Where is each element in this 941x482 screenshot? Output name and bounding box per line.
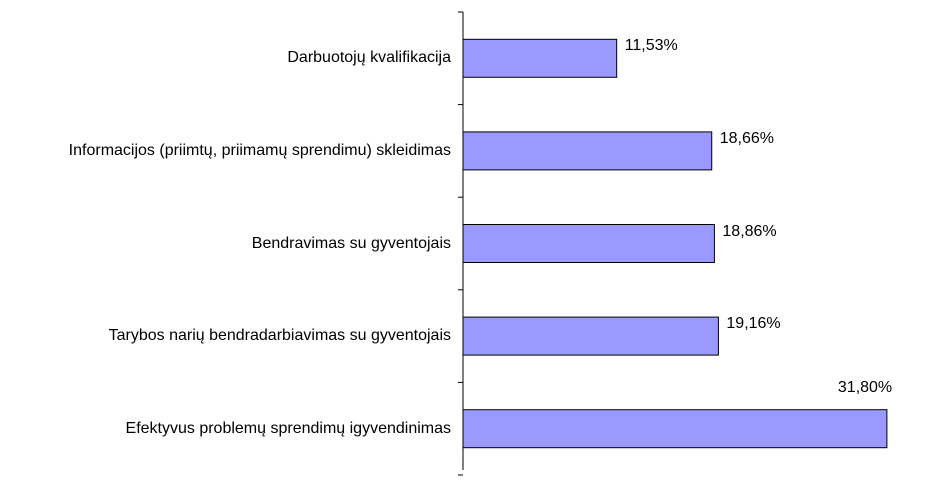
value-label-text: 18,86%	[722, 222, 777, 240]
value-label-text: 11,53%	[624, 37, 678, 55]
bar	[462, 224, 715, 263]
value-label: 18,66%	[720, 129, 774, 149]
value-label-text: 31,80%	[837, 378, 893, 396]
value-label-text: 19,16%	[726, 315, 781, 333]
bar	[462, 316, 719, 356]
value-label-text: 18,66%	[719, 129, 774, 147]
category-label-text: Bendravimas su gyventojais	[251, 234, 451, 252]
bar	[462, 38, 618, 78]
category-label-text: Tarybos narių bendradarbiavimas su gyven…	[108, 327, 451, 345]
category-label-text: Darbuotojų kvalifikacija	[287, 49, 451, 67]
category-label-text: Efektyvus problemų sprendimų igyvendinim…	[125, 419, 451, 437]
category-label: Bendravimas su gyventojais	[252, 233, 451, 255]
category-label: Efektyvus problemų sprendimų igyvendinim…	[126, 418, 451, 440]
value-label: 31,80%	[838, 378, 892, 398]
value-label: 19,16%	[726, 314, 780, 334]
category-label: Informacijos (priimtų, priimamų sprendim…	[69, 140, 451, 162]
value-label: 18,86%	[722, 222, 776, 242]
category-label: Darbuotojų kvalifikacija	[287, 47, 451, 69]
bar	[462, 131, 713, 171]
value-label: 11,53%	[625, 36, 678, 56]
category-label: Tarybos narių bendradarbiavimas su gyven…	[109, 325, 451, 347]
bar	[462, 409, 888, 449]
category-label-text: Informacijos (priimtų, priimamų sprendim…	[68, 141, 451, 159]
